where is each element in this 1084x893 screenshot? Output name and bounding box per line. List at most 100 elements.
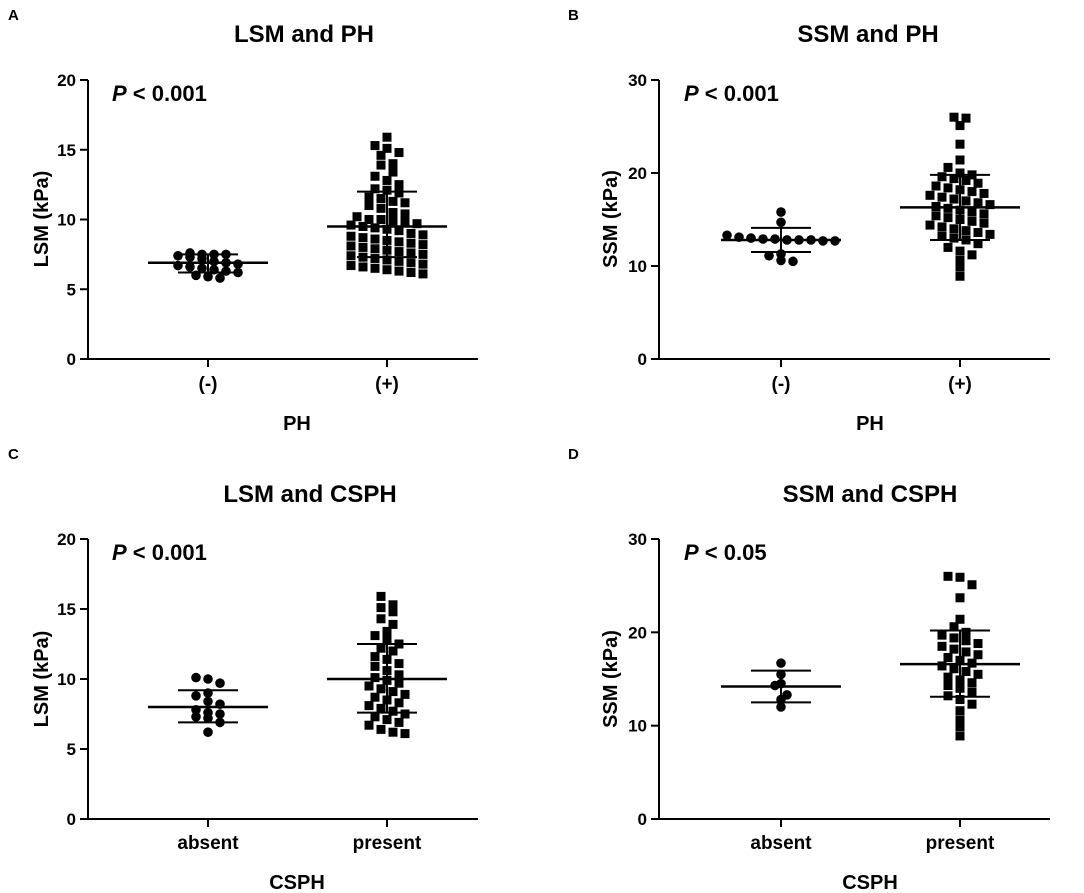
data-point-square [961,196,971,206]
data-point-square [937,641,947,651]
p-value-annotation: P < 0.05 [684,540,767,565]
data-point-square [943,213,953,223]
data-point-square [376,150,386,160]
data-point-square [382,175,392,185]
data-point-circle [203,727,213,737]
panel-b: B SSM and PH P < 0.001 SSM (kPa) PH (-) … [568,7,1050,435]
data-point-square [394,180,404,190]
data-point-square [388,607,398,617]
data-point-square [937,222,947,232]
data-point-square [376,614,386,624]
data-point-square [955,262,965,272]
category-label: present [926,833,995,854]
panel-c: C LSM and CSPH P < 0.001 LSM (kPa) CSPH … [8,446,478,893]
data-point-square [937,231,947,241]
data-point-square [370,692,380,702]
y-tick-label: 10 [57,211,76,230]
data-point-square [949,622,959,632]
data-point-square [388,208,398,218]
y-tick-label: 30 [628,530,647,549]
chart-title: SSM and CSPH [783,481,958,508]
data-point-square [961,667,971,677]
data-point-square [973,239,983,249]
data-point-square [955,722,965,732]
category-label: present [353,833,422,854]
data-marks [148,591,447,739]
data-point-square [388,687,398,697]
data-point-square [955,715,965,725]
data-point-square [937,192,947,202]
data-point-square [967,207,977,217]
panel-letter: D [568,446,579,463]
data-point-square [961,113,971,123]
data-point-square [955,695,965,705]
data-point-square [406,248,416,258]
data-point-square [394,266,404,276]
data-point-square [967,687,977,697]
y-tick-label: 10 [628,717,647,736]
data-point-square [949,194,959,204]
data-point-square [388,167,398,177]
p-value-annotation: P < 0.001 [684,81,779,106]
data-point-square [418,249,428,259]
data-point-square [955,246,965,256]
y-tick-label: 5 [67,740,76,759]
data-point-square [925,220,935,230]
data-point-square [979,209,989,219]
data-point-square [937,172,947,182]
data-point-square [955,614,965,624]
data-point-square [955,121,965,131]
data-point-square [394,698,404,708]
data-point-square [382,265,392,275]
data-point-square [943,162,953,172]
data-point-square [949,233,959,243]
category-label: (+) [375,374,399,395]
data-point-square [937,661,947,671]
data-point-square [973,650,983,660]
panel-d: D SSM and CSPH P < 0.05 SSM (kPa) CSPH a… [568,446,1050,893]
data-point-square [406,258,416,268]
data-point-square [394,256,404,266]
panel-letter: C [8,446,19,463]
data-marks [721,571,1020,741]
data-point-circle [215,678,225,688]
data-point-square [418,259,428,269]
data-point-circle [746,233,756,243]
data-point-square [388,159,398,169]
data-point-square [394,148,404,158]
p-value-text: < 0.001 [127,540,207,565]
data-point-square [955,139,965,149]
data-point-square [388,706,398,716]
y-tick-label: 15 [57,600,76,619]
data-point-square [376,603,386,613]
data-point-circle [722,230,732,241]
data-point-circle [776,217,786,228]
data-point-square [412,219,422,229]
data-point-square [346,261,356,271]
data-point-circle [191,672,201,683]
data-point-square [364,720,374,730]
x-axis-label: CSPH [269,872,325,893]
data-point-square [961,627,971,637]
data-point-square [925,190,935,200]
axes: 0 10 20 30 [628,71,1050,369]
y-axis-label: SSM (kPa) [600,630,622,728]
data-point-square [961,636,971,646]
data-point-square [346,251,356,261]
data-point-square [394,226,404,236]
data-point-square [370,254,380,264]
data-point-circle [191,712,201,722]
data-point-square [364,215,374,224]
data-point-circle [233,259,243,269]
data-point-square [955,155,965,165]
data-point-square [943,571,953,581]
data-point-square [937,630,947,640]
data-point-square [394,659,404,669]
p-value-annotation: P < 0.001 [112,540,207,565]
data-point-circle [776,207,786,217]
axes: 0 5 10 15 20 [57,530,478,829]
data-point-square [352,212,362,222]
data-point-circle [221,266,231,276]
data-point-circle [215,709,225,719]
x-axis-label: PH [283,413,311,435]
